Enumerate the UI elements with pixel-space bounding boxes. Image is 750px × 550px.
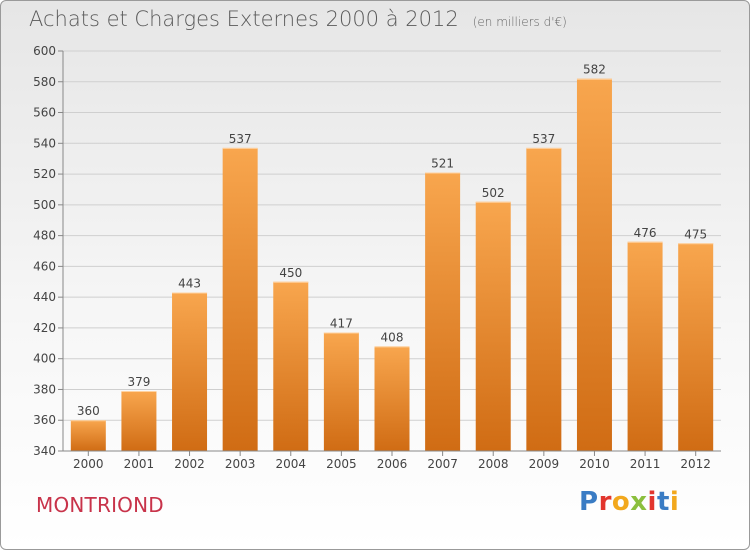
value-label-2006: 408 [381,330,404,344]
value-label-2007: 521 [431,157,454,171]
y-tick-label: 380 [33,382,56,396]
proxiti-logo: Proxiti [579,487,679,517]
y-tick-label: 460 [33,259,56,273]
bar-2010 [576,78,612,451]
value-label-2009: 537 [532,132,555,146]
chart-title-text: Achats et Charges Externes 2000 à 2012 [29,7,459,31]
x-tick-label-2000: 2000 [73,457,104,471]
y-tick-label: 440 [33,290,56,304]
bar-2004 [273,281,309,451]
value-labels: 360 379 443 537 450 417 408 521 502 537 582 476 475 [77,63,707,419]
bar-2002 [172,292,208,451]
logo-letter: t [656,487,670,517]
logo-letter: x [630,487,648,517]
x-tick-label-2012: 2012 [680,457,711,471]
chart-title: Achats et Charges Externes 2000 à 2012 (e… [29,7,567,31]
value-label-2008: 502 [482,186,505,200]
y-tick-label: 580 [33,75,56,89]
bar-2005 [323,332,359,451]
bar-2006 [374,346,410,451]
y-tick-label: 540 [33,136,56,150]
bar-2009 [526,147,562,451]
value-label-2010: 582 [583,63,606,77]
y-tick-label: 420 [33,321,56,335]
axes: 340 360 380 400 420 440 460 480 500 520 540 560 580 6… [33,44,721,471]
bar-2001 [121,391,157,451]
y-tick-label: 360 [33,413,56,427]
x-tick-label-2011: 2011 [630,457,661,471]
x-tick-label-2007: 2007 [427,457,458,471]
logo-letter: P [579,487,599,517]
y-tick-label: 400 [33,352,56,366]
x-tick-label-2008: 2008 [478,457,509,471]
value-label-2004: 450 [279,266,302,280]
x-tick-label-2002: 2002 [174,457,205,471]
x-tick-label-2001: 2001 [124,457,155,471]
bar-2000 [70,420,106,451]
commune-name: MONTRIOND [36,493,164,517]
chart-subtitle: (en milliers d'€) [472,15,567,29]
y-tick-label: 340 [33,444,56,458]
logo-letter: o [611,487,631,517]
x-tick-label-2004: 2004 [275,457,306,471]
value-label-2005: 417 [330,317,353,331]
bar-2007 [425,172,461,452]
logo-letter: i [647,487,657,517]
bar-2012 [678,243,714,451]
value-label-2011: 476 [634,226,657,240]
value-label-2001: 379 [127,375,150,389]
bar-2003 [222,147,258,451]
y-tick-label: 500 [33,198,56,212]
y-tick-label: 480 [33,229,56,243]
logo-letter: r [598,487,612,517]
value-label-2000: 360 [77,404,100,418]
bars [70,78,714,452]
x-tick-label-2010: 2010 [579,457,610,471]
value-label-2003: 537 [229,132,252,146]
y-tick-label: 600 [33,44,56,58]
logo-letter: i [669,487,680,517]
value-label-2002: 443 [178,277,201,291]
x-tick-label-2005: 2005 [326,457,357,471]
bar-2011 [627,241,663,451]
x-tick-label-2006: 2006 [377,457,408,471]
bar-2008 [475,201,511,451]
value-label-2012: 475 [684,227,707,241]
y-tick-label: 560 [33,106,56,120]
x-tick-label-2009: 2009 [529,457,560,471]
x-tick-label-2003: 2003 [225,457,256,471]
y-tick-label: 520 [33,167,56,181]
